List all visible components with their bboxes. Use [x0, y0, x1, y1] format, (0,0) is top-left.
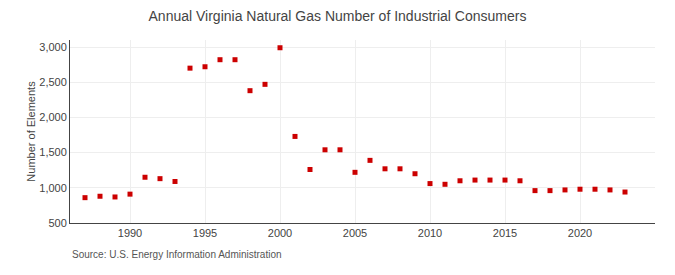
- svg-text:1,500: 1,500: [39, 146, 67, 158]
- svg-text:2,500: 2,500: [39, 76, 67, 88]
- svg-text:2015: 2015: [493, 227, 517, 239]
- svg-text:2010: 2010: [418, 227, 442, 239]
- svg-text:Annual Virginia Natural Gas Nu: Annual Virginia Natural Gas Number of In…: [149, 8, 527, 24]
- svg-text:Source: U.S. Energy Informatio: Source: U.S. Energy Information Administ…: [72, 249, 282, 260]
- svg-text:3,000: 3,000: [39, 41, 67, 53]
- svg-text:2000: 2000: [268, 227, 292, 239]
- svg-text:2020: 2020: [568, 227, 592, 239]
- svg-text:2,000: 2,000: [39, 111, 67, 123]
- svg-text:2005: 2005: [343, 227, 367, 239]
- svg-text:1,000: 1,000: [39, 182, 67, 194]
- svg-text:500: 500: [48, 217, 66, 229]
- svg-text:1990: 1990: [118, 227, 142, 239]
- svg-text:1995: 1995: [193, 227, 217, 239]
- svg-text:Number of Elements: Number of Elements: [25, 81, 37, 182]
